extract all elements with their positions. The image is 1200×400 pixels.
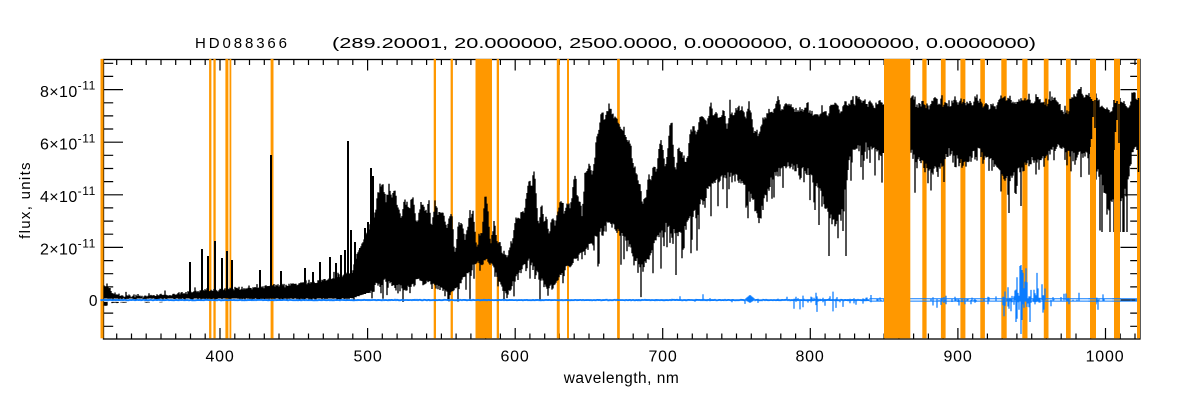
svg-text:0: 0 <box>89 293 98 310</box>
svg-text:flux, units: flux, units <box>17 161 34 239</box>
svg-text:wavelength, nm: wavelength, nm <box>563 370 680 387</box>
svg-text:900: 900 <box>943 349 972 366</box>
svg-text:600: 600 <box>500 349 529 366</box>
svg-text:(289.20001, 20.000000, 2500.00: (289.20001, 20.000000, 2500.0000, 0.0000… <box>332 35 1036 52</box>
svg-text:700: 700 <box>648 349 677 366</box>
svg-text:400: 400 <box>205 349 234 366</box>
svg-text:800: 800 <box>795 349 824 366</box>
svg-text:HD088366: HD088366 <box>195 35 290 52</box>
svg-text:1000: 1000 <box>1086 349 1125 366</box>
svg-text:500: 500 <box>353 349 382 366</box>
